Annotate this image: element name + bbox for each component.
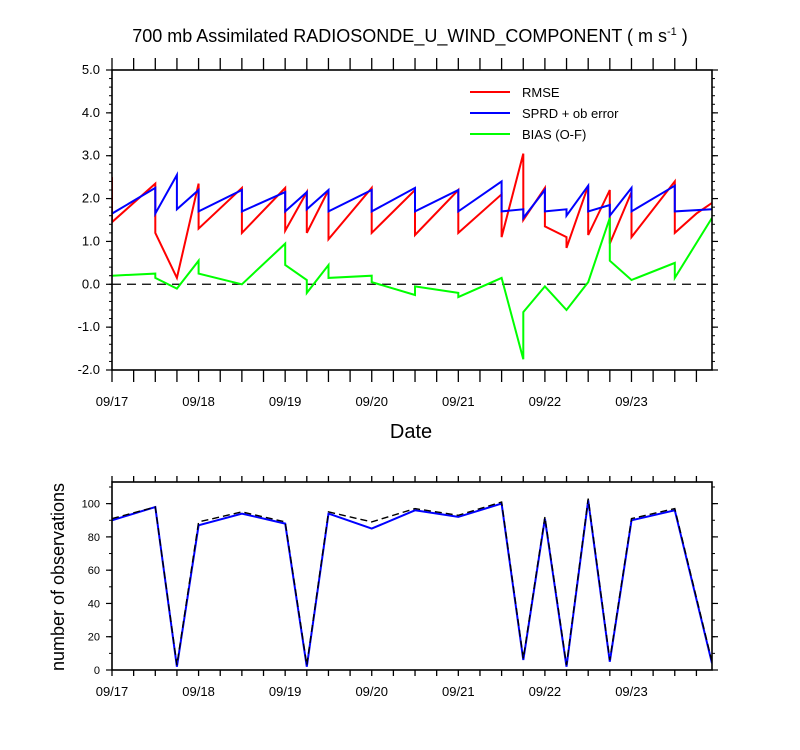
chart-title-main: 700 mb Assimilated RADIOSONDE_U_WIND_COM… bbox=[132, 26, 667, 47]
top-chart: 5.0 4.0 3.0 2.0 1.0 0.0 -1.0 -2.0 09/17 09/18 09/1… bbox=[78, 58, 718, 409]
bottom-x-tick-label-2: 09/19 bbox=[269, 684, 302, 699]
top-series-line-0 bbox=[112, 153, 712, 281]
chart-title-sup: -1 bbox=[667, 26, 677, 38]
top-legend-label-1: SPRD + ob error bbox=[522, 106, 619, 121]
bottom-x-tick-label-6: 09/23 bbox=[615, 684, 648, 699]
top-x-tick-label-6: 09/23 bbox=[615, 394, 648, 409]
bottom-series-group bbox=[112, 498, 712, 667]
top-y-tick-label-7: -2.0 bbox=[78, 362, 100, 377]
top-y-tick-label-5: 0.0 bbox=[82, 276, 100, 291]
top-x-tick-label-1: 09/18 bbox=[182, 394, 215, 409]
top-x-tick-label-4: 09/21 bbox=[442, 394, 475, 409]
top-y-tick-label-4: 1.0 bbox=[82, 233, 100, 248]
top-x-tick-label-3: 09/20 bbox=[355, 394, 388, 409]
bottom-series-line-0 bbox=[112, 500, 712, 667]
chart-title: 700 mb Assimilated RADIOSONDE_U_WIND_COM… bbox=[132, 26, 688, 47]
top-y-tick-label-3: 2.0 bbox=[82, 191, 100, 206]
bottom-y-axis-label: number of observations bbox=[48, 483, 68, 671]
bottom-x-tick-label-1: 09/18 bbox=[182, 684, 215, 699]
top-legend-label-2: BIAS (O-F) bbox=[522, 127, 586, 142]
top-y-tick-label-6: -1.0 bbox=[78, 319, 100, 334]
top-y-tick-label-1: 4.0 bbox=[82, 105, 100, 120]
top-x-tick-label-0: 09/17 bbox=[96, 394, 129, 409]
top-y-tick-label-2: 3.0 bbox=[82, 148, 100, 163]
top-series-line-2 bbox=[112, 217, 712, 360]
top-x-tick-label-2: 09/19 bbox=[269, 394, 302, 409]
top-series-group bbox=[112, 153, 712, 360]
bottom-x-tick-label-3: 09/20 bbox=[355, 684, 388, 699]
top-series-line-1 bbox=[112, 171, 712, 221]
bottom-x-tick-label-0: 09/17 bbox=[96, 684, 129, 699]
chart-title-end: ) bbox=[677, 26, 688, 46]
bottom-x-tick-label-5: 09/22 bbox=[529, 684, 562, 699]
top-legend-label-0: RMSE bbox=[522, 85, 560, 100]
top-x-axis-label: Date bbox=[390, 421, 432, 443]
bottom-y-tick-label-0: 0 bbox=[94, 665, 100, 677]
top-x-tick-label-5: 09/22 bbox=[529, 394, 562, 409]
bottom-y-tick-label-2: 40 bbox=[88, 598, 100, 610]
bottom-plot-frame bbox=[111, 481, 713, 671]
bottom-y-tick-label-3: 60 bbox=[88, 565, 100, 577]
bottom-x-tick-label-4: 09/21 bbox=[442, 684, 475, 699]
bottom-y-tick-label-1: 20 bbox=[88, 632, 100, 644]
bottom-chart: 0 20 40 60 80 100 09/17 09/18 09/19 09/20 09/21 09/… bbox=[82, 476, 718, 699]
bottom-y-tick-label-5: 100 bbox=[82, 499, 100, 511]
top-plot-frame bbox=[111, 69, 713, 371]
bottom-y-tick-label-4: 80 bbox=[88, 532, 100, 544]
top-y-tick-label-0: 5.0 bbox=[82, 62, 100, 77]
bottom-series-line-1 bbox=[112, 498, 712, 666]
